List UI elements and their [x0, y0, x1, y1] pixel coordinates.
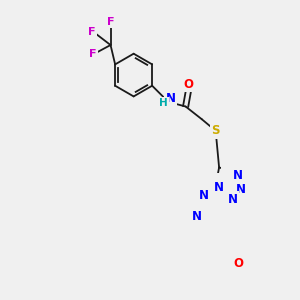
Text: N: N [236, 183, 246, 196]
Text: F: F [89, 49, 97, 59]
Text: N: N [227, 193, 237, 206]
Text: N: N [232, 169, 243, 182]
Text: F: F [107, 17, 114, 27]
Text: N: N [192, 210, 202, 223]
Text: N: N [213, 181, 224, 194]
Text: O: O [184, 78, 194, 91]
Text: N: N [199, 189, 209, 202]
Text: N: N [192, 212, 202, 224]
Text: S: S [212, 124, 220, 137]
Text: N: N [166, 92, 176, 105]
Text: H: H [159, 98, 168, 108]
Text: F: F [88, 27, 96, 37]
Text: O: O [233, 257, 243, 270]
